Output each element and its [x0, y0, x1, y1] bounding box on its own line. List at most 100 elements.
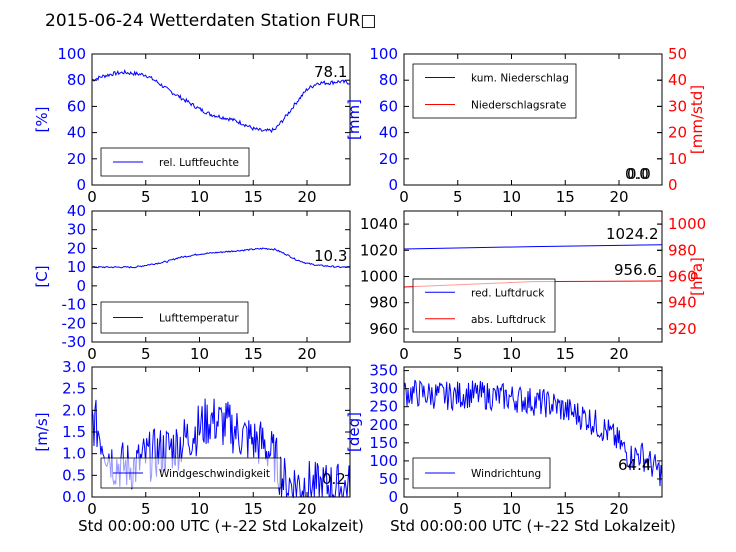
panel-pressure: 0 5 10 15 20 960 980 1000 1020 1040 920 940 960 980 10… — [360, 210, 706, 363]
legend-label: Windrichtung — [471, 468, 541, 480]
y2-tick-label: 960 — [668, 268, 697, 286]
y-tick-label: 60 — [379, 97, 398, 115]
x-tick-label: 10 — [190, 500, 209, 518]
last-value-annotation: 0.0 — [625, 165, 649, 183]
y-tick-label: 2.0 — [62, 401, 86, 419]
y2-tick-label: 920 — [668, 320, 697, 338]
plot-frame — [91, 210, 351, 343]
y2-tick-label: 980 — [668, 241, 697, 259]
y-tick-label: 20 — [67, 150, 86, 168]
legend-label: kum. Niederschlag — [471, 73, 569, 85]
x-tick-label: 5 — [141, 188, 151, 206]
y-axis-label: [%] — [33, 107, 51, 133]
y-tick-label: 0.0 — [62, 488, 86, 506]
last-value-annotation: 1024.2 — [606, 225, 659, 243]
y-tick-label: 350 — [369, 362, 398, 380]
y-tick-label: 100 — [57, 45, 86, 63]
y-tick-label: 100 — [369, 452, 398, 470]
legend-label: Lufttemperatur — [159, 313, 239, 325]
last-value-annotation: 956.6 — [614, 261, 657, 279]
y2-tick-label: 30 — [668, 97, 687, 115]
x-tick-label: 0 — [87, 188, 97, 206]
x-tick-label: 0 — [399, 500, 409, 518]
panel-wind: 0 5 10 15 20 0.0 0.5 1.0 1.5 2.0 2.5 3.0 [m/s] Std 00… — [33, 358, 364, 535]
y-tick-label: -10 — [62, 296, 87, 314]
y-tick-label: 1.5 — [62, 423, 86, 441]
series-line-temp-0 — [91, 247, 351, 269]
y-tick-label: 0 — [76, 277, 86, 295]
y-tick-label: 60 — [67, 97, 86, 115]
y2-tick-label: 10 — [668, 150, 687, 168]
last-value-annotation: 0.2 — [322, 470, 346, 488]
y-tick-label: 40 — [67, 202, 86, 220]
plot-frame — [403, 53, 663, 186]
y2-tick-label: 40 — [668, 71, 687, 89]
y-tick-label: 80 — [379, 71, 398, 89]
y2-axis-label: [mm/std] — [688, 85, 706, 154]
legend-label: Niederschlagsrate — [471, 100, 566, 112]
x-tick-label: 20 — [297, 345, 316, 363]
x-tick-label: 5 — [141, 500, 151, 518]
y2-tick-label: 1000 — [668, 215, 706, 233]
x-tick-label: 5 — [453, 500, 463, 518]
figure-title: 2015-06-24 Wetterdaten Station FUR□ — [45, 11, 376, 31]
x-tick-label: 10 — [502, 188, 521, 206]
y-tick-label: -20 — [62, 314, 87, 332]
x-tick-label: 15 — [244, 500, 263, 518]
last-value-annotation: 10.3 — [314, 247, 347, 265]
last-value-annotation: 78.1 — [314, 63, 347, 81]
y-tick-label: 3.0 — [62, 358, 86, 376]
x-tick-label: 20 — [609, 188, 628, 206]
y-tick-label: 80 — [67, 71, 86, 89]
x-tick-label: 0 — [87, 500, 97, 518]
last-value-annotation: 64.4 — [618, 456, 651, 474]
y-axis-label: [C] — [33, 265, 51, 287]
y-tick-label: 40 — [67, 124, 86, 142]
legend: Windgeschwindigkeit — [100, 457, 282, 489]
plot-frame — [403, 366, 663, 498]
y-tick-label: 0 — [388, 488, 398, 506]
x-tick-label: 15 — [556, 188, 575, 206]
y2-tick-label: 20 — [668, 124, 687, 142]
legend: red. Luftdruck abs. Luftdruck — [412, 278, 556, 333]
y-tick-label: 50 — [379, 470, 398, 488]
panel-precip: 0 5 10 15 20 0 20 40 60 80 100 0 10 20 30 40 50 [mm] [mm/s… — [345, 45, 706, 206]
x-tick-label: 15 — [556, 500, 575, 518]
y2-tick-label: 940 — [668, 294, 697, 312]
legend: Lufttemperatur — [100, 301, 249, 334]
x-tick-label: 15 — [244, 345, 263, 363]
legend-label: rel. Luftfeuchte — [159, 157, 239, 169]
y2-axis-label: [hPa] — [688, 257, 706, 296]
legend: Windrichtung — [412, 457, 551, 489]
legend-label: red. Luftdruck — [471, 287, 545, 299]
series-line-pressure-0 — [403, 244, 663, 250]
y-tick-label: 0 — [388, 176, 398, 194]
legend: kum. Niederschlag Niederschlagsrate — [412, 63, 577, 119]
x-tick-label: 10 — [502, 345, 521, 363]
plot-frame — [91, 53, 351, 186]
legend-box — [412, 278, 556, 333]
y-tick-label: -30 — [62, 333, 87, 351]
x-tick-label: 20 — [609, 500, 628, 518]
y-tick-label: 10 — [67, 258, 86, 276]
y-axis-label: [mm] — [345, 99, 363, 140]
y-tick-label: 40 — [379, 124, 398, 142]
legend-label: abs. Luftdruck — [471, 314, 547, 326]
x-tick-label: 15 — [556, 345, 575, 363]
legend: rel. Luftfeuchte — [100, 147, 250, 177]
series-line-wind_dir-0 — [403, 379, 663, 487]
y-tick-label: 0 — [76, 176, 86, 194]
y-tick-label: 980 — [369, 294, 398, 312]
x-tick-label: 10 — [502, 500, 521, 518]
y-tick-label: 100 — [369, 45, 398, 63]
y-tick-label: 250 — [369, 398, 398, 416]
y2-tick-label: 0 — [668, 176, 678, 194]
y2-tick-label: 50 — [668, 45, 687, 63]
y-tick-label: 300 — [369, 380, 398, 398]
panel-temp: 0 5 10 15 20-30-20-10010203040[C]Lufttempera… — [33, 202, 351, 363]
legend-label: Windgeschwindigkeit — [159, 468, 270, 480]
x-axis-label: Std 00:00:00 UTC (+-22 Std Lokalzeit) — [78, 517, 364, 535]
y-tick-label: 20 — [67, 239, 86, 257]
